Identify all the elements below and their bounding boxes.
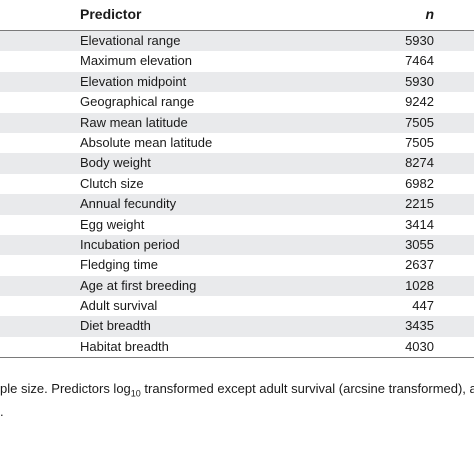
cell-n: 3055 [405,236,434,252]
cell-n: 7505 [405,114,434,130]
header-predictor: Predictor [80,6,142,22]
table-row: Body weight 8274 [0,153,474,174]
table-footnote: ple size. Predictors log10 transformed e… [0,380,474,421]
table-row: Habitat breadth 4030 [0,337,474,357]
footnote-line-2: . [0,403,4,419]
footnote-text-b: transformed except adult survival (arcsi… [140,381,474,396]
table-bottom-rule [0,357,474,359]
cell-n: 8274 [405,155,434,171]
cell-predictor: Maximum elevation [80,53,192,69]
table-body: Elevational range 5930 Maximum elevation 74… [0,31,474,357]
cell-n: 7464 [405,53,434,69]
table-header: Predictor n [0,0,474,31]
cell-n: 9242 [405,94,434,110]
cell-n: 3435 [405,318,434,334]
cell-predictor: Elevational range [80,33,181,48]
footnote-text-a: ple size. Predictors log [0,381,131,396]
table-row: Clutch size 6982 [0,174,474,194]
cell-predictor: Elevation midpoint [80,73,187,89]
cell-predictor: Egg weight [80,216,145,232]
table-row: Elevation midpoint 5930 [0,71,474,93]
footnote-line-1: ple size. Predictors log10 transformed e… [0,380,474,403]
cell-n: 7505 [405,134,434,150]
table-row: Adult survival 447 [0,296,474,316]
footnote-subscript: 10 [130,388,141,399]
cell-predictor: Absolute mean latitude [80,134,213,150]
table-row: Raw mean latitude 7505 [0,112,474,133]
header-n: n [425,6,434,22]
cell-n: 5930 [405,33,434,48]
table-row: Maximum elevation 7464 [0,51,474,71]
cell-predictor: Adult survival [80,298,158,314]
cell-n: 2637 [405,257,434,273]
table-row: Incubation period 3055 [0,234,474,256]
table-row: Age at first breeding 1028 [0,275,474,297]
cell-predictor: Fledging time [80,257,159,273]
table-row: Elevational range 5930 [0,31,474,52]
cell-predictor: Body weight [80,155,151,171]
cell-n: 447 [412,298,434,314]
cell-predictor: Raw mean latitude [80,114,188,130]
table-row: Diet breadth 3435 [0,316,474,337]
cell-n: 1028 [405,277,434,293]
cell-predictor: Geographical range [80,94,195,110]
cell-predictor: Habitat breadth [80,338,169,354]
cell-predictor: Age at first breeding [80,277,197,293]
table-row: Geographical range 9242 [0,92,474,112]
cell-predictor: Incubation period [80,236,180,252]
cell-predictor: Clutch size [80,175,144,191]
cell-n: 3414 [405,216,434,232]
cell-n: 6982 [405,175,434,191]
cell-n: 2215 [405,196,434,212]
predictor-table: Predictor n Elevational range 5930 Maximum… [0,0,474,359]
cell-n: 5930 [405,73,434,89]
table-row: Annual fecundity 2215 [0,194,474,215]
cell-predictor: Diet breadth [80,318,151,334]
cell-predictor: Annual fecundity [80,196,177,212]
table-row: Fledging time 2637 [0,255,474,275]
table-row: Absolute mean latitude 7505 [0,133,474,153]
table-row: Egg weight 3414 [0,215,474,235]
cell-n: 4030 [405,338,434,354]
